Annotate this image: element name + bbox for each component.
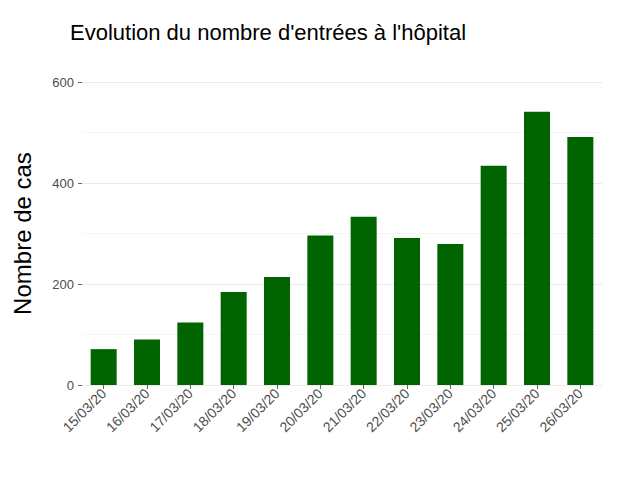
svg-text:Nombre de cas: Nombre de cas [9, 152, 36, 315]
svg-text:26/03/20: 26/03/20 [536, 385, 586, 435]
svg-text:16/03/20: 16/03/20 [103, 385, 153, 435]
svg-text:22/03/20: 22/03/20 [363, 385, 413, 435]
svg-text:400: 400 [52, 176, 74, 191]
svg-text:19/03/20: 19/03/20 [233, 385, 283, 435]
svg-text:Evolution du nombre d'entrées: Evolution du nombre d'entrées à l'hôpita… [70, 20, 466, 45]
svg-text:25/03/20: 25/03/20 [493, 385, 543, 435]
svg-text:0: 0 [67, 378, 74, 393]
svg-text:20/03/20: 20/03/20 [276, 385, 326, 435]
svg-text:23/03/20: 23/03/20 [406, 385, 456, 435]
svg-text:21/03/20: 21/03/20 [320, 385, 370, 435]
svg-text:600: 600 [52, 75, 74, 90]
svg-text:24/03/20: 24/03/20 [450, 385, 500, 435]
svg-text:15/03/20: 15/03/20 [60, 385, 110, 435]
svg-text:18/03/20: 18/03/20 [190, 385, 240, 435]
svg-text:17/03/20: 17/03/20 [146, 385, 196, 435]
svg-text:200: 200 [52, 277, 74, 292]
